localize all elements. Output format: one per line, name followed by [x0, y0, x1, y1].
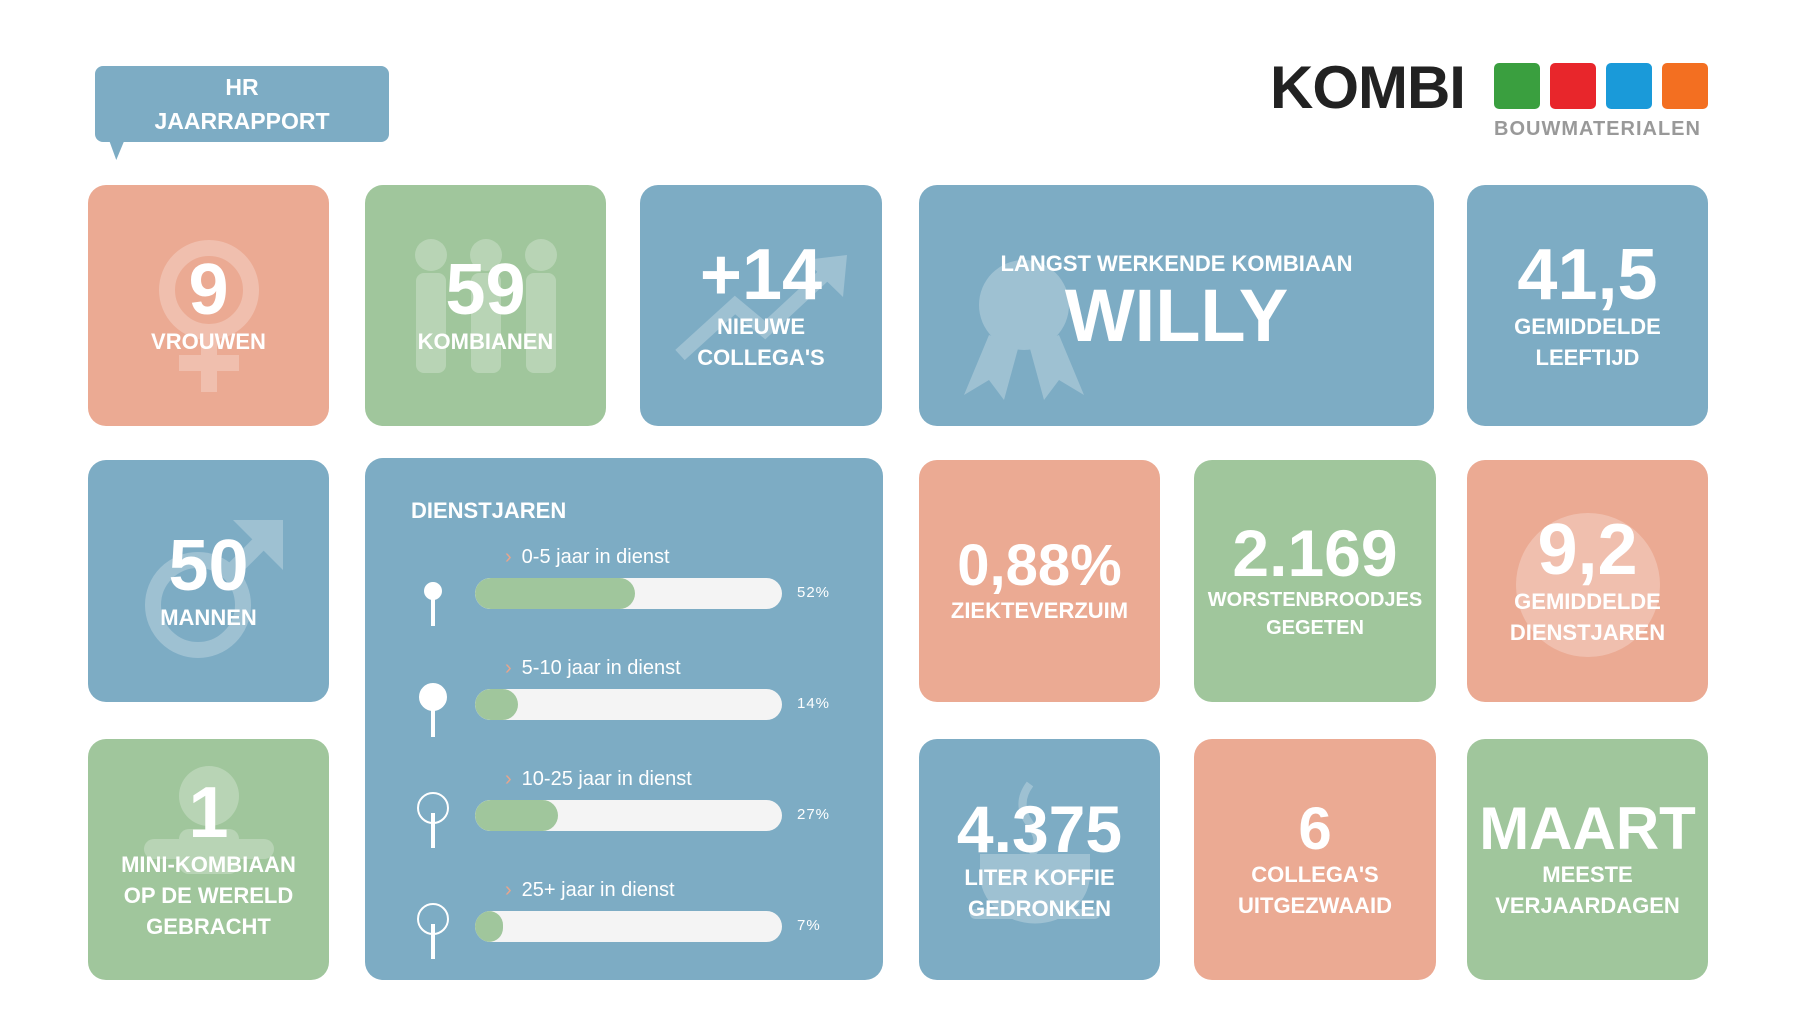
nieuwe-value: +14	[699, 234, 823, 315]
progress-fill	[475, 911, 503, 942]
tile-worstenbroodjes: 2.169 WORSTENBROODJES GEGETEN	[1194, 460, 1436, 702]
helmet-icon	[1550, 63, 1596, 109]
title-line2: JAARRAPPORT	[154, 108, 330, 134]
progress-track	[475, 800, 782, 831]
worst-label2: GEGETEN	[1266, 617, 1364, 639]
ziekte-value: 0,88%	[957, 532, 1122, 598]
koffie-label2: GEDRONKEN	[967, 895, 1111, 921]
dienstjaren-row: › 0-5 jaar in dienst 52%	[365, 546, 883, 646]
baby-icon	[143, 766, 274, 874]
dienstjaren-row: › 25+ jaar in dienst 7%	[365, 879, 883, 979]
award-icon	[964, 260, 1084, 400]
tile-uitgezwaaid: 6 COLLEGA'S UITGEZWAAID	[1194, 739, 1436, 980]
mini-label2: OP DE WERELD	[123, 883, 294, 908]
mini-label1: MINI-KOMBIAAN	[121, 852, 296, 877]
dienstjaren-title: DIENSTJAREN	[411, 498, 567, 523]
uitgezwaaid-value: 6	[1298, 794, 1332, 862]
uitgezwaaid-label1: COLLEGA'S	[1251, 861, 1379, 887]
tile-vrouwen: 9 VROUWEN	[88, 185, 329, 426]
coffee-cup-icon	[969, 781, 1100, 924]
nieuwe-label2: COLLEGA'S	[697, 344, 825, 370]
old-tree-icon	[417, 903, 449, 959]
logo-tagline: BOUWMATERIALEN	[1494, 118, 1701, 140]
tree-icon	[417, 792, 449, 848]
logo-name: KOMBI	[1270, 54, 1466, 121]
report-title-badge: HR JAARRAPPORT	[95, 66, 389, 142]
maart-label2: VERJAARDAGEN	[1495, 892, 1680, 918]
nieuwe-label1: NIEUWE	[717, 313, 805, 339]
koffie-value: 4.375	[956, 791, 1123, 866]
mini-label3: GEBRACHT	[146, 914, 271, 939]
tile-koffie: 4.375 LITER KOFFIE GEDRONKEN	[919, 739, 1160, 980]
row-label: › 25+ jaar in dienst	[505, 879, 675, 901]
row-label: › 10-25 jaar in dienst	[505, 768, 692, 790]
hammer-icon	[1662, 63, 1708, 109]
circle-decoration-icon	[1515, 513, 1660, 657]
tile-maart: MAART MEESTE VERJAARDAGEN	[1467, 739, 1708, 980]
tile-kombianen: 59 KOMBIANEN	[365, 185, 606, 426]
progress-track	[475, 911, 782, 942]
vrouwen-value: 9	[188, 250, 229, 330]
tile-langst-werkend: LANGST WERKENDE KOMBIAAN WILLY	[919, 185, 1434, 426]
tile-leeftijd: 41,5 GEMIDDELDE LEEFTIJD	[1467, 185, 1708, 426]
worst-value: 2.169	[1232, 516, 1398, 590]
leeftijd-label1: GEMIDDELDE	[1514, 313, 1661, 339]
dienstgem-label2: DIENSTJAREN	[1509, 620, 1666, 645]
young-tree-icon	[419, 683, 447, 737]
leeftijd-value: 41,5	[1517, 234, 1658, 315]
row-label: › 5-10 jaar in dienst	[505, 657, 681, 679]
trend-up-icon	[675, 255, 847, 361]
row-label: › 0-5 jaar in dienst	[505, 546, 670, 568]
progress-track	[475, 689, 782, 720]
chevron-right-icon: ›	[505, 546, 512, 568]
tile-gemiddelde-dienstjaren: 9,2 GEMIDDELDE DIENSTJAREN	[1467, 460, 1708, 702]
uitgezwaaid-label2: UITGEZWAAID	[1238, 892, 1392, 918]
vrouwen-label: VROUWEN	[151, 329, 266, 354]
female-symbol-icon	[158, 240, 259, 392]
dienstgem-value: 9,2	[1537, 510, 1638, 590]
langst-value: WILLY	[1064, 274, 1289, 357]
tile-nieuwe-collegas: +14 NIEUWE COLLEGA'S	[640, 185, 882, 426]
row-percent: 27%	[797, 806, 831, 823]
langst-label: LANGST WERKENDE KOMBIAAN	[1000, 251, 1353, 276]
kombianen-label: KOMBIANEN	[417, 329, 554, 354]
row-percent: 52%	[797, 584, 831, 601]
people-icon	[414, 239, 557, 373]
kombi-logo: KOMBI BOUWMATERIALEN	[1270, 58, 1710, 140]
mannen-value: 50	[168, 525, 249, 606]
tile-mannen: 50 MANNEN	[88, 460, 329, 702]
chevron-right-icon: ›	[505, 768, 512, 790]
worst-label1: WORSTENBROODJES	[1207, 589, 1423, 611]
house-icon	[1606, 63, 1652, 109]
chevron-right-icon: ›	[505, 879, 512, 901]
ziekte-label: ZIEKTEVERZUIM	[950, 597, 1129, 623]
tile-mini-kombiaan: 1 MINI-KOMBIAAN OP DE WERELD GEBRACHT	[88, 739, 329, 980]
tile-ziekteverzuim: 0,88% ZIEKTEVERZUIM	[919, 460, 1160, 702]
dienstgem-label1: GEMIDDELDE	[1514, 589, 1661, 614]
dienstjaren-row: › 10-25 jaar in dienst 27%	[365, 768, 883, 868]
progress-track	[475, 578, 782, 609]
male-symbol-icon	[145, 520, 283, 658]
kombianen-value: 59	[445, 250, 526, 330]
dienstjaren-row: › 5-10 jaar in dienst 14%	[365, 657, 883, 757]
bricks-icon	[1494, 63, 1540, 109]
koffie-label1: LITER KOFFIE	[964, 864, 1115, 890]
title-line1: HR	[225, 74, 259, 100]
progress-fill	[475, 578, 635, 609]
chevron-right-icon: ›	[505, 657, 512, 679]
progress-fill	[475, 689, 518, 720]
progress-fill	[475, 800, 558, 831]
mannen-label: MANNEN	[160, 604, 257, 630]
maart-value: MAART	[1479, 794, 1696, 862]
mini-value: 1	[188, 773, 229, 853]
sapling-icon	[424, 582, 442, 626]
row-percent: 7%	[797, 917, 821, 934]
dienstjaren-panel: DIENSTJAREN › 0-5 jaar in dienst 52% › 5-1…	[365, 458, 883, 980]
row-percent: 14%	[797, 695, 831, 712]
maart-label1: MEESTE	[1542, 861, 1633, 887]
leeftijd-label2: LEEFTIJD	[1535, 344, 1640, 370]
